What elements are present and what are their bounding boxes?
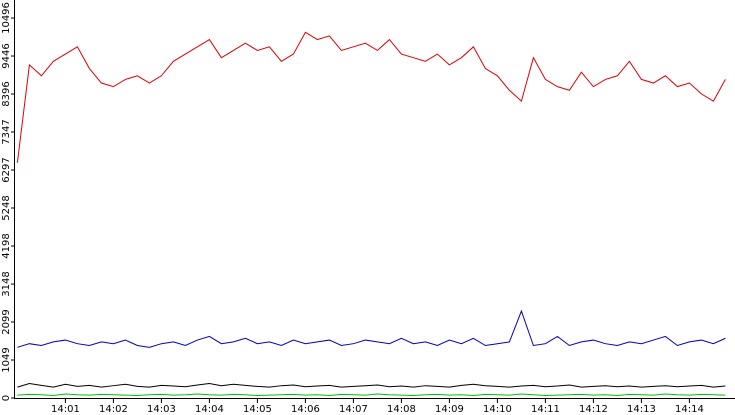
y-tick-label: 0 (1, 395, 12, 401)
y-tick-label: 6297 (1, 157, 12, 182)
x-tick-label: 14:02 (99, 404, 128, 415)
x-tick-label: 14:04 (195, 404, 224, 415)
y-tick-label: 7347 (1, 119, 12, 144)
x-tick-label: 14:01 (51, 404, 80, 415)
y-tick-label: 9446 (1, 43, 12, 68)
y-tick-label: 1049 (1, 347, 12, 372)
y-tick-label: 2099 (1, 309, 12, 334)
x-tick-label: 14:06 (291, 404, 320, 415)
x-tick-label: 14:11 (531, 404, 560, 415)
x-tick-label: 14:14 (675, 404, 704, 415)
x-tick-label: 14:12 (579, 404, 608, 415)
x-tick-label: 14:09 (435, 404, 464, 415)
series-line (17, 383, 726, 388)
series-line (16, 31, 726, 163)
y-tick-label: 3148 (1, 271, 12, 296)
y-tick-label: 5248 (1, 195, 12, 220)
y-tick-label: 8396 (1, 81, 12, 106)
x-tick-label: 14:10 (483, 404, 512, 415)
x-tick-label: 14:13 (627, 404, 656, 415)
x-tick-label: 14:08 (387, 404, 416, 415)
x-tick-label: 14:03 (147, 404, 176, 415)
series-line (17, 309, 726, 348)
y-tick-label: 10496 (1, 2, 12, 34)
series-line (17, 393, 726, 396)
x-tick-label: 14:05 (243, 404, 272, 415)
y-tick-label: 4198 (1, 233, 12, 258)
x-tick-label: 14:07 (339, 404, 368, 415)
